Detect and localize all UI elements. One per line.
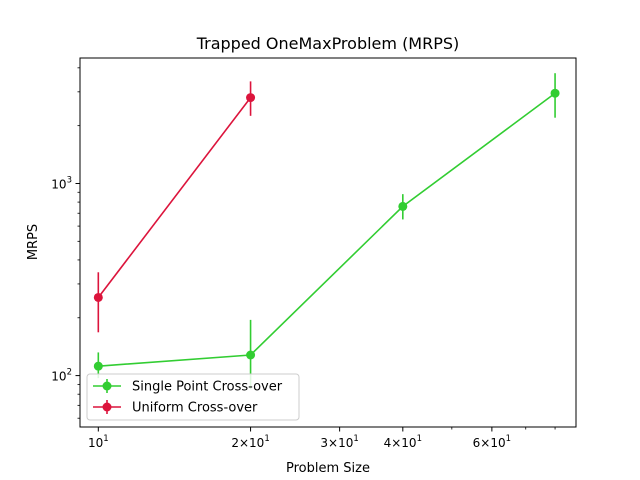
x-tick-label: 2×101 — [231, 434, 269, 450]
legend-label-uniform-cross-over: Uniform Cross-over — [132, 401, 258, 416]
series-line-single-point-cross-over — [98, 92, 556, 367]
x-axis-label: Problem Size — [286, 461, 370, 476]
y-tick-label: 102 — [51, 368, 72, 384]
data-point-single-point-cross-over — [550, 88, 560, 98]
y-tick-label: 103 — [51, 175, 72, 191]
data-point-uniform-cross-over — [93, 292, 103, 302]
series-line-uniform-cross-over — [97, 97, 252, 298]
x-tick-label: 101 — [88, 434, 109, 450]
legend-handle-marker-uniform-cross-over — [102, 402, 112, 412]
x-tick-label: 6×101 — [473, 434, 511, 450]
data-point-single-point-cross-over — [398, 201, 408, 211]
y-axis-label: MRPS — [26, 224, 41, 260]
chart-title: Trapped OneMaxProblem (MRPS) — [196, 34, 460, 53]
plot-area — [79, 57, 577, 428]
legend-handle-marker-single-point-cross-over — [102, 381, 112, 391]
legend-label-single-point-cross-over: Single Point Cross-over — [132, 380, 283, 395]
data-point-single-point-cross-over — [246, 350, 256, 360]
legend-box — [86, 373, 300, 421]
axis-ticks: 101 2×101 3×101 4×101 6×101 102 103 — [51, 67, 556, 450]
data-point-single-point-cross-over — [93, 361, 103, 371]
x-tick-label: 4×101 — [384, 434, 422, 450]
x-tick-label: 3×101 — [320, 434, 358, 450]
legend: Single Point Cross-over Uniform Cross-ove… — [86, 373, 300, 421]
data-point-uniform-cross-over — [246, 93, 256, 103]
